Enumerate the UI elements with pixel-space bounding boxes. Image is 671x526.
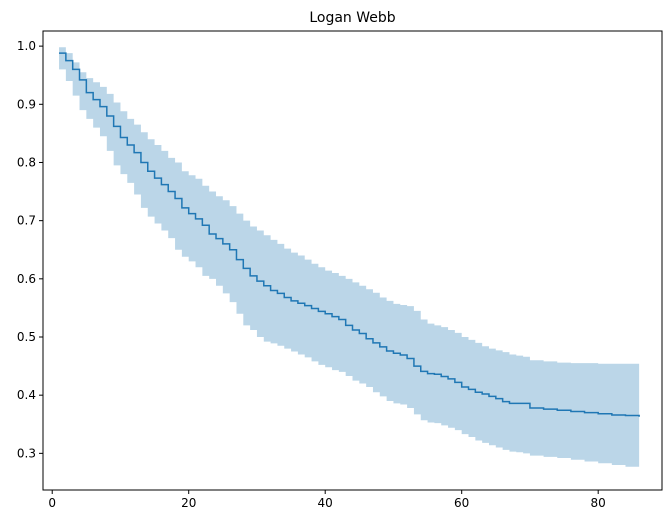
- x-tick-label: 80: [591, 496, 606, 510]
- plot-frame: [42, 30, 663, 491]
- x-tick-label: 0: [48, 496, 56, 510]
- survival-line: [59, 52, 640, 417]
- y-tick-label: 0.8: [17, 155, 36, 169]
- chart-title: Logan Webb: [309, 10, 395, 26]
- y-tick-label: 0.3: [17, 446, 36, 460]
- y-tick-label: 1.0: [17, 39, 36, 53]
- x-axis: 0 20 40 60 80: [48, 490, 606, 510]
- y-tick-label: 0.5: [17, 330, 36, 344]
- y-tick-label: 0.9: [17, 97, 36, 111]
- y-tick-label: 0.4: [17, 388, 36, 402]
- y-tick-label: 0.7: [17, 214, 36, 228]
- y-tick-label: 0.6: [17, 272, 36, 286]
- confidence-band-layer: [59, 47, 640, 470]
- survival-line-layer: [59, 52, 640, 417]
- x-tick-label: 40: [318, 496, 333, 510]
- confidence-band: [59, 47, 640, 470]
- x-tick-label: 60: [454, 496, 469, 510]
- y-axis: 0.3 0.4 0.5 0.6 0.7 0.8 0.9 1.0: [17, 39, 43, 460]
- x-tick-label: 20: [181, 496, 196, 510]
